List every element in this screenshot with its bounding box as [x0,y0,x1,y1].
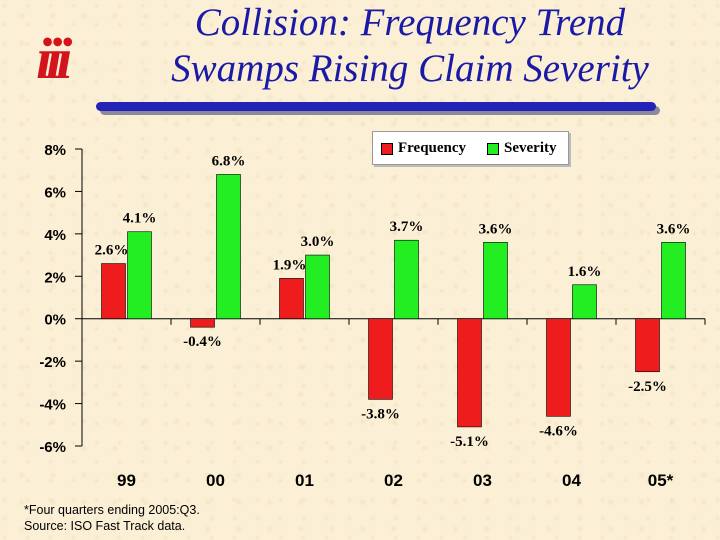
chart-legend: Frequency Severity [372,131,569,165]
frequency-bar [279,278,304,320]
slide-title: Collision: Frequency Trend Swamps Rising… [110,0,710,92]
severity-bar [127,231,152,320]
severity-bar [661,242,686,320]
y-tick-label: 8% [44,142,66,159]
x-tick-label: 03 [473,471,492,490]
data-label: 3.6% [479,221,513,237]
data-label: 1.9% [273,257,307,273]
frequency-bar [457,318,482,428]
x-tick-label: 00 [206,471,225,490]
y-tick-label: -4% [39,397,66,414]
y-tick-label: 6% [44,184,66,201]
x-tick-label: 02 [384,471,403,490]
severity-bar [483,242,508,320]
data-label: -5.1% [450,434,489,450]
data-label: 4.1% [123,211,157,227]
data-label: -2.5% [628,379,667,395]
data-label: -4.6% [539,423,578,439]
frequency-bar [190,318,215,328]
frequency-bar [635,318,660,373]
legend-item-frequency: Frequency [381,140,466,157]
footnote-line-2: Source: ISO Fast Track data. [24,519,186,533]
y-tick-label: -6% [39,439,66,456]
y-tick-label: 0% [44,312,66,329]
severity-bar [572,284,597,320]
severity-bar [216,174,241,320]
y-tick-label: 2% [44,269,66,286]
frequency-bar [368,318,393,400]
x-tick-label: 05* [648,471,674,490]
title-rule [96,102,656,111]
severity-bar [305,254,330,320]
legend-swatch-frequency [381,142,393,155]
footnote: *Four quarters ending 2005:Q3. Source: I… [24,502,200,534]
data-label: -0.4% [183,334,222,350]
legend-label-frequency: Frequency [398,140,467,156]
x-tick-label: 04 [562,471,581,490]
data-label: 3.0% [301,234,335,250]
y-tick-label: -2% [39,354,66,371]
data-label: 2.6% [95,243,129,259]
data-label: 3.6% [657,221,691,237]
legend-swatch-severity [487,142,499,155]
x-tick-label: 99 [117,471,136,490]
x-tick-label: 01 [295,471,314,490]
frequency-bar [546,318,571,417]
data-label: 3.7% [390,219,424,235]
data-label: 6.8% [212,153,246,169]
title-line-2: Swamps Rising Claim Severity [171,47,649,90]
data-label: 1.6% [568,264,602,280]
data-label: -3.8% [361,406,400,422]
legend-item-severity: Severity [487,140,556,157]
frequency-bar [101,263,126,320]
severity-bar [394,239,419,320]
title-line-1: Collision: Frequency Trend [194,1,626,44]
y-tick-label: 4% [44,227,66,244]
footnote-line-1: *Four quarters ending 2005:Q3. [24,503,200,517]
legend-label-severity: Severity [504,140,557,156]
